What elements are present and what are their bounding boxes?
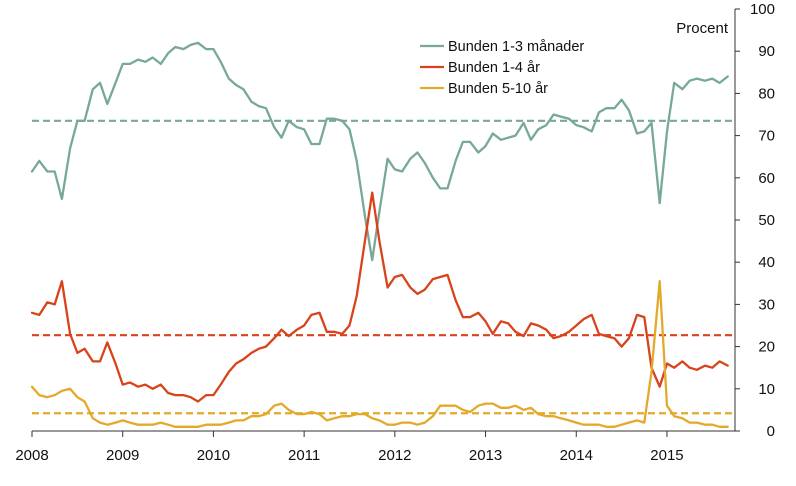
- y-tick-label: 60: [758, 170, 775, 187]
- legend-label-3: Bunden 5-10 år: [448, 81, 548, 97]
- legend: Bunden 1-3 månader Bunden 1-4 år Bunden 5-…: [420, 39, 584, 97]
- y-tick-label: 100: [750, 1, 775, 18]
- series-line-2: [30, 191, 729, 403]
- series-lines: [30, 41, 729, 428]
- y-tick-label: 90: [758, 43, 775, 60]
- x-tick-label: 2012: [378, 447, 411, 464]
- y-tick-label: 40: [758, 254, 775, 271]
- x-tick-label: 2008: [15, 447, 48, 464]
- y-tick-label: 80: [758, 85, 775, 102]
- x-tick-label: 2009: [106, 447, 139, 464]
- average-lines: [32, 119, 735, 415]
- legend-label-2: Bunden 1-4 år: [448, 60, 540, 76]
- y-tick-label: 50: [758, 212, 775, 229]
- y-tick-label: 30: [758, 296, 775, 313]
- x-tick-label: 2010: [197, 447, 230, 464]
- y-tick-label: 70: [758, 128, 775, 145]
- axes: 2008 2009 2010 2011 2012 2013 2014 2015 0 10 20 30 4…: [15, 1, 775, 464]
- x-tick-label: 2013: [469, 447, 502, 464]
- series-line-3: [30, 280, 729, 428]
- x-tick-label: 2015: [650, 447, 683, 464]
- x-tick-label: 2011: [288, 447, 320, 464]
- y-tick-label: 10: [758, 381, 775, 398]
- x-tick-label: 2014: [560, 447, 593, 464]
- y-tick-label: 20: [758, 339, 775, 356]
- series-line-1: [30, 41, 729, 262]
- y-axis-title: Procent: [676, 20, 729, 37]
- legend-label-1: Bunden 1-3 månader: [448, 39, 584, 55]
- y-tick-label: 0: [767, 423, 775, 440]
